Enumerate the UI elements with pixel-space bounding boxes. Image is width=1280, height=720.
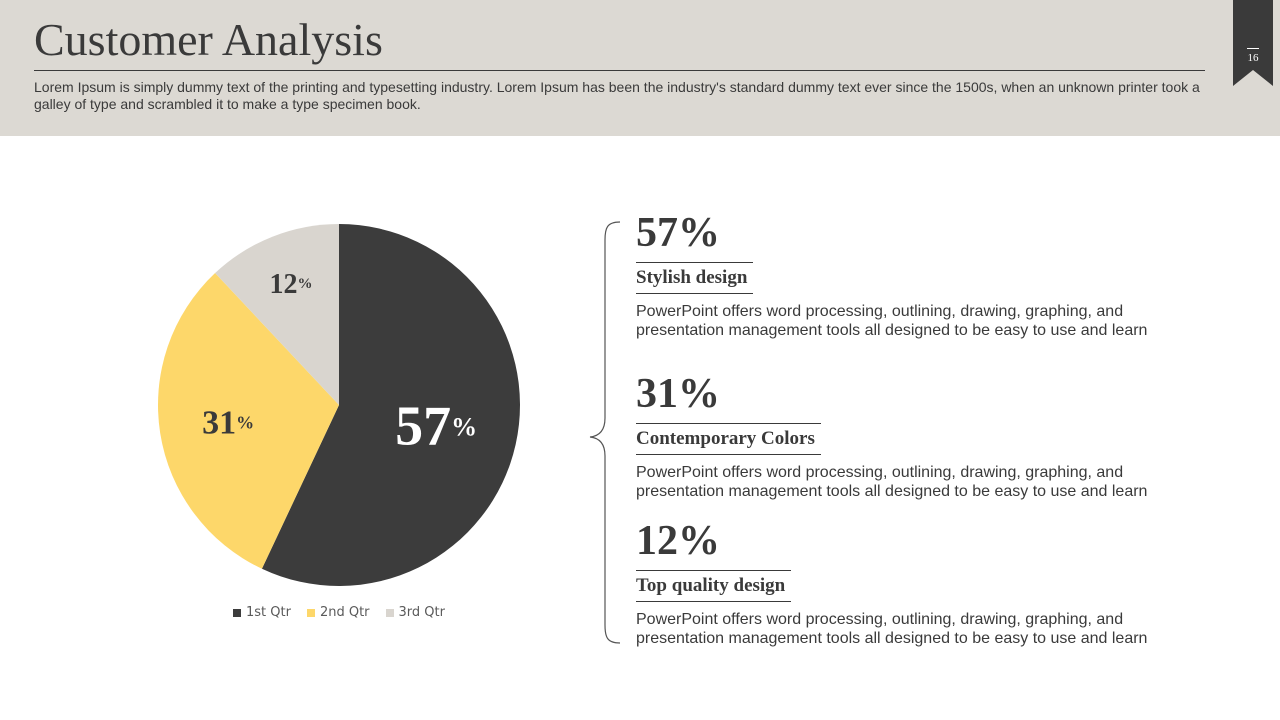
page-number: 16 <box>1247 52 1259 64</box>
pie-data-label: 31% <box>202 404 254 441</box>
pie-data-label: 12% <box>270 268 313 299</box>
title-divider <box>34 70 1205 71</box>
slide-title: Customer Analysis <box>34 14 383 65</box>
stat-block-2: 31% Contemporary Colors PowerPoint offer… <box>636 371 1196 501</box>
stat-block-3: 12% Top quality design PowerPoint offers… <box>636 518 1196 648</box>
stat-description: PowerPoint offers word processing, outli… <box>636 464 1148 500</box>
stat-heading: Contemporary Colors <box>636 423 821 455</box>
legend-swatch-2nd-qtr <box>306 608 315 617</box>
chart-legend: 1st Qtr 2nd Qtr 3rd Qtr <box>160 605 518 620</box>
pie-data-label: 57% <box>395 396 477 458</box>
legend-item-3rd-qtr: 3rd Qtr <box>385 605 445 620</box>
legend-item-2nd-qtr: 2nd Qtr <box>306 605 370 620</box>
pie-slice-1st-qtr <box>261 224 520 586</box>
legend-label-3rd-qtr: 3rd Qtr <box>398 605 445 620</box>
stat-value: 57% <box>636 210 720 256</box>
page-number-bar <box>1247 48 1259 49</box>
legend-swatch-3rd-qtr <box>385 608 394 617</box>
pie-slice-2nd-qtr <box>158 273 339 569</box>
legend-item-1st-qtr: 1st Qtr <box>233 605 291 620</box>
stat-description: PowerPoint offers word processing, outli… <box>636 611 1148 647</box>
slide-subtitle: Lorem Ipsum is simply dummy text of the … <box>34 79 1200 112</box>
header-band <box>0 0 1280 136</box>
pie-slice-3rd-qtr <box>215 224 339 405</box>
stat-heading: Top quality design <box>636 570 792 602</box>
legend-label-2nd-qtr: 2nd Qtr <box>319 605 370 620</box>
stat-value: 31% <box>636 371 720 417</box>
stat-value: 12% <box>636 518 720 564</box>
legend-label-1st-qtr: 1st Qtr <box>246 605 291 620</box>
stat-heading: Stylish design <box>636 262 754 294</box>
page-ribbon <box>1233 0 1273 86</box>
legend-swatch-1st-qtr <box>233 608 241 617</box>
stat-block-1: 57% Stylish design PowerPoint offers wor… <box>636 210 1196 340</box>
stat-description: PowerPoint offers word processing, outli… <box>636 303 1148 339</box>
